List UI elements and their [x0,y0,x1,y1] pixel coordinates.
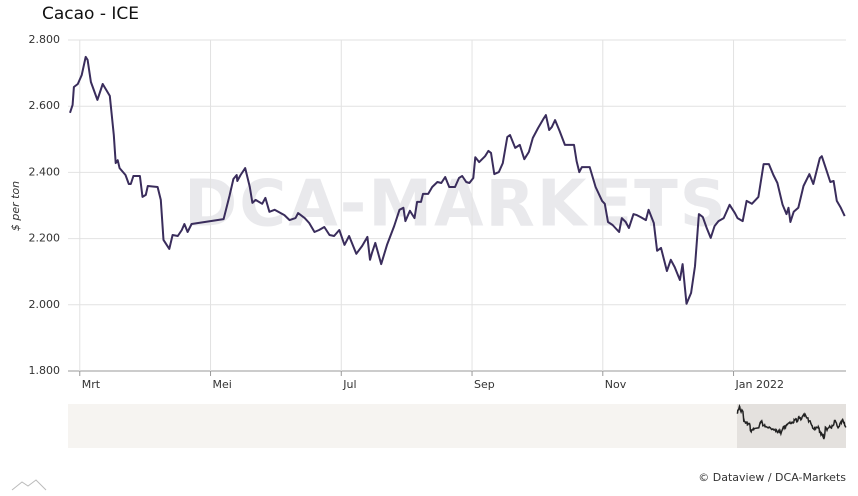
watermark: DCA-MARKETS [184,168,728,242]
navigator [68,404,846,448]
x-tick-label: Jan 2022 [735,378,784,391]
navigator-window [737,404,846,448]
navigator-line [736,404,847,440]
chart-title: Cacao - ICE [42,4,139,24]
x-tick-label: Mei [213,378,232,391]
y-tick-label: 2.000 [29,298,61,311]
logo [11,479,47,491]
x-tick-label: Sep [474,378,495,391]
y-tick-label: 1.800 [29,364,61,377]
y-tick-label: 2.800 [29,33,61,46]
credit: © Dataview / DCA-Markets [698,471,846,484]
y-axis-label: $ per ton [9,181,22,231]
price-line [69,55,846,305]
y-tick-label: 2.400 [29,165,61,178]
x-tick-label: Nov [605,378,627,391]
y-tick-label: 2.600 [29,99,61,112]
x-tick-label: Jul [342,378,356,391]
y-tick-label: 2.200 [29,232,61,245]
x-tick-label: Mrt [82,378,101,391]
